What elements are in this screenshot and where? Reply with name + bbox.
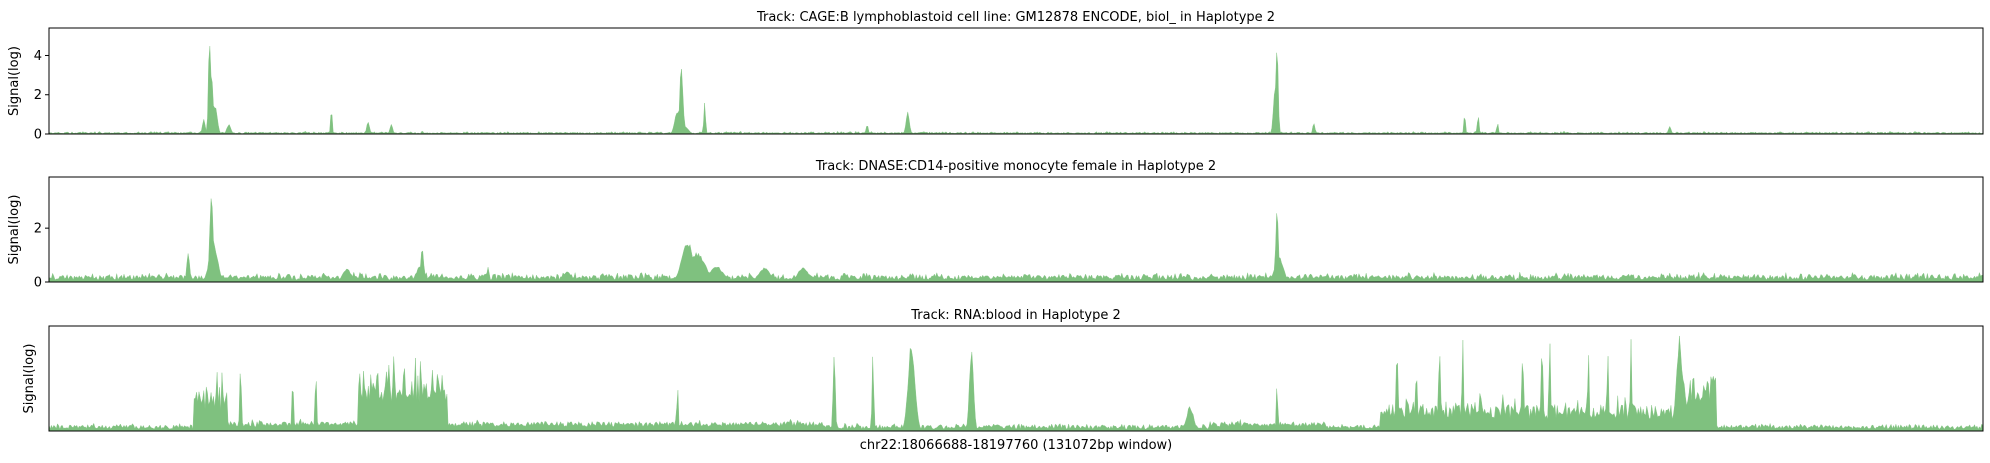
axes-frame-1 bbox=[48, 27, 1984, 135]
panel-1: Track: CAGE:B lymphoblastoid cell line: … bbox=[7, 10, 1984, 143]
signal-area-3 bbox=[48, 335, 1984, 432]
panel-2: Track: DNASE:CD14-positive monocyte fema… bbox=[7, 159, 1984, 291]
y-tick-label-1-1: 2 bbox=[34, 88, 42, 103]
y-tick-label-2-0: 0 bbox=[34, 276, 42, 291]
axes-frame-3 bbox=[48, 325, 1984, 432]
axes-frame-2 bbox=[48, 176, 1984, 283]
x-axis-label: chr22:18066688-18197760 (131072bp window… bbox=[860, 438, 1173, 453]
y-axis-label-1: Signal(log) bbox=[7, 46, 22, 116]
y-tick-label-1-2: 4 bbox=[34, 49, 42, 64]
y-axis-label-3: Signal(log) bbox=[22, 344, 37, 414]
panel-title-3: Track: RNA:blood in Haplotype 2 bbox=[910, 308, 1120, 323]
y-axis-label-2: Signal(log) bbox=[7, 195, 22, 265]
panel-title-2: Track: DNASE:CD14-positive monocyte fema… bbox=[815, 159, 1216, 174]
signal-area-2 bbox=[48, 198, 1984, 283]
y-tick-label-1-0: 0 bbox=[34, 128, 42, 143]
panel-3: Track: RNA:blood in Haplotype 2 Signal(lo… bbox=[22, 308, 1984, 453]
panel-title-1: Track: CAGE:B lymphoblastoid cell line: … bbox=[756, 10, 1275, 25]
y-tick-label-2-1: 2 bbox=[34, 222, 42, 237]
signal-area-1 bbox=[48, 46, 1984, 135]
